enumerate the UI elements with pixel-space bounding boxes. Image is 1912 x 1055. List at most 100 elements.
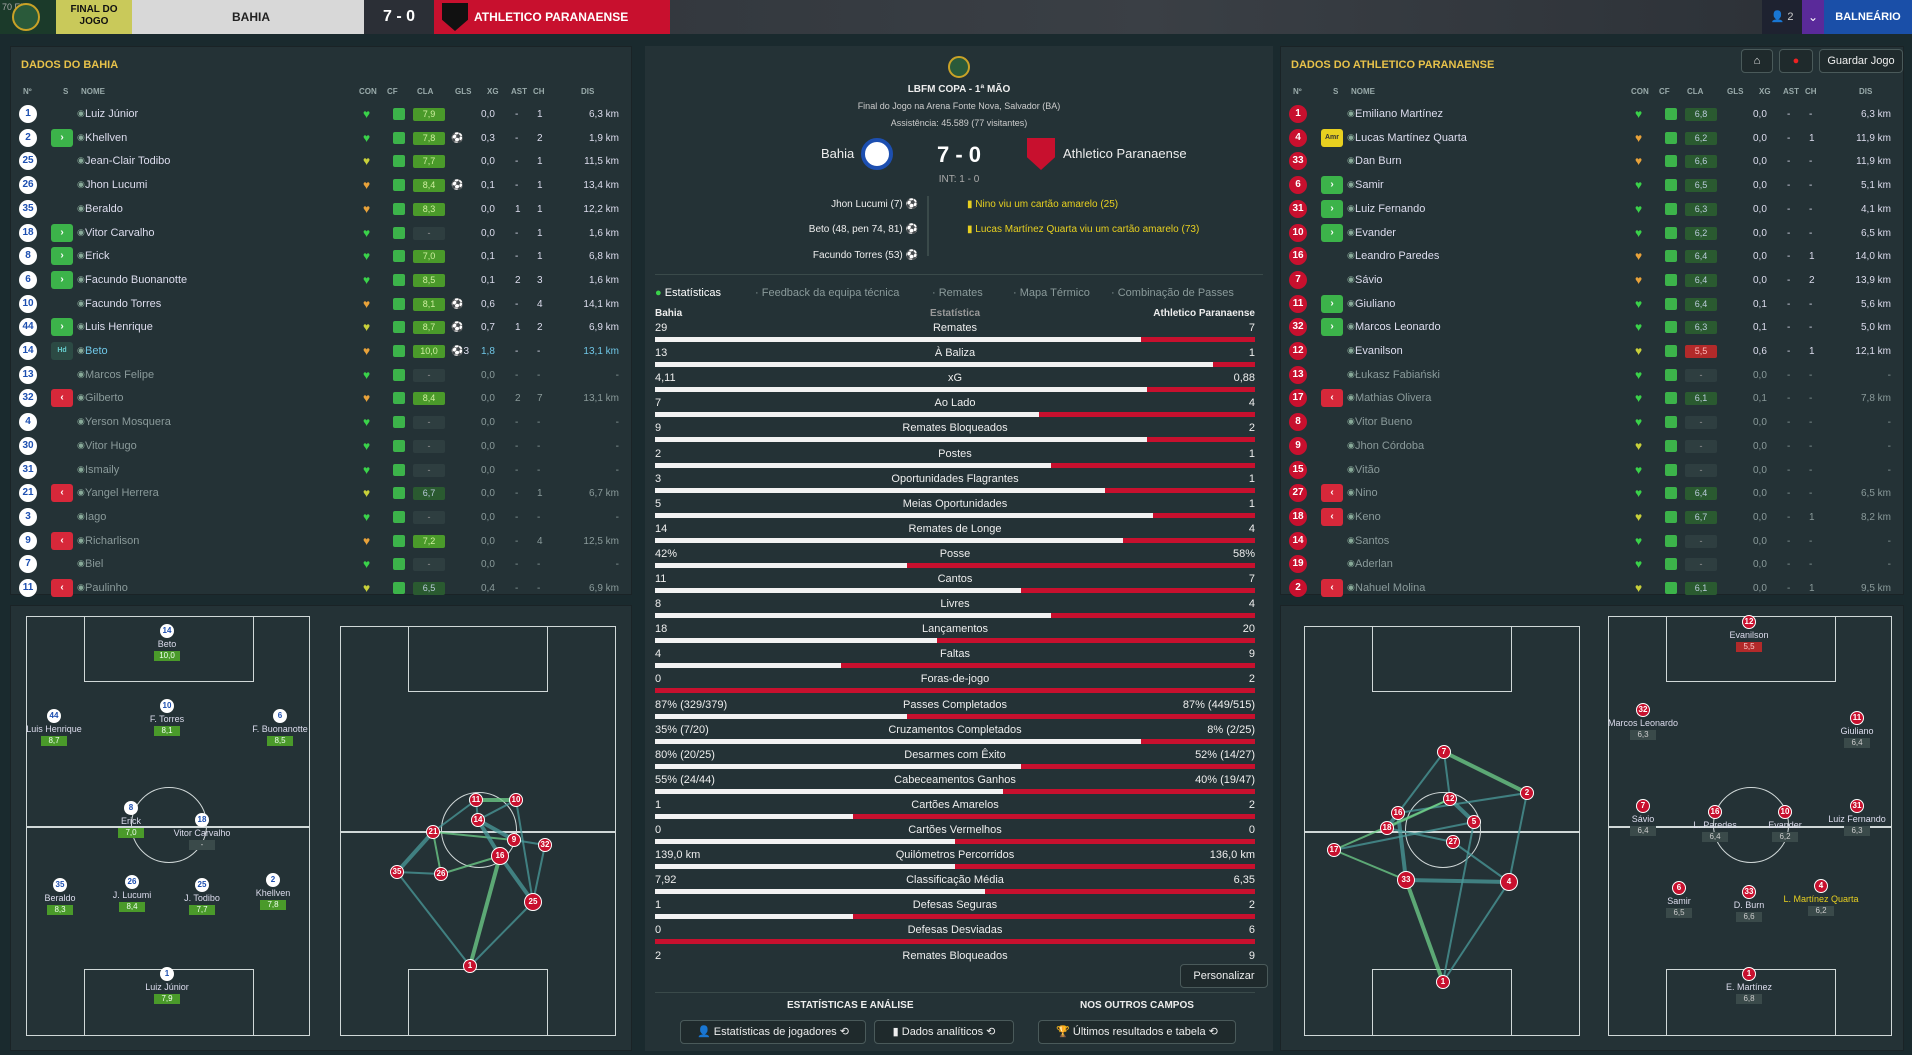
pass-network-node[interactable]: 26: [434, 867, 448, 881]
player-row[interactable]: 27 ‹ ◉ Nino ♥ 6,4 0,0 - - 6,5 km: [1281, 482, 1903, 506]
player-row[interactable]: 31 › ◉ Luiz Fernando ♥ 6,3 0,0 - - 4,1 km: [1281, 198, 1903, 222]
pass-network-node[interactable]: 1: [463, 959, 477, 973]
player-name[interactable]: Lucas Martínez Quarta: [1355, 131, 1467, 144]
col-header-condition[interactable]: CON: [1631, 87, 1649, 96]
save-game-button[interactable]: Guardar Jogo: [1819, 49, 1903, 73]
col-header-name[interactable]: NOME: [1351, 87, 1375, 96]
latest-results-button[interactable]: 🏆 Últimos resultados e tabela ⟲: [1038, 1020, 1236, 1044]
player-name[interactable]: Keno: [1355, 510, 1381, 523]
player-row[interactable]: 26 ◉ Jhon Lucumi ♥ 8,4 ⚽ 0,1 - 1 13,4 km: [11, 174, 631, 198]
tab-mapa-termico[interactable]: · Mapa Térmico: [1013, 287, 1090, 299]
pass-network-node[interactable]: 9: [507, 833, 521, 847]
chevron-down-icon[interactable]: ⌄: [1802, 0, 1824, 34]
lineup-player-token[interactable]: 11: [1850, 711, 1864, 725]
subs-counter[interactable]: 👤 2: [1762, 0, 1802, 34]
player-name[interactable]: Yangel Herrera: [85, 487, 159, 500]
pass-network-node[interactable]: 32: [538, 838, 552, 852]
player-name[interactable]: Paulinho: [85, 582, 128, 594]
col-header-assists[interactable]: AST: [511, 87, 527, 96]
player-row[interactable]: 13 ◉ Marcos Felipe ♥ - 0,0 - - -: [11, 364, 631, 388]
player-name[interactable]: Beto: [85, 345, 108, 357]
home-icon[interactable]: ⌂: [1741, 49, 1773, 73]
away-team-banner[interactable]: ATHLETICO PARANAENSE: [434, 0, 670, 34]
player-row[interactable]: 25 ◉ Jean-Clair Todibo ♥ 7,7 0,0 - 1 11,5 km: [11, 150, 631, 174]
pass-network-node[interactable]: 16: [491, 847, 509, 865]
player-row[interactable]: 10 ◉ Facundo Torres ♥ 8,1 ⚽ 0,6 - 4 14,1 km: [11, 293, 631, 317]
pass-network-node[interactable]: 1: [1436, 975, 1450, 989]
player-name[interactable]: Vitor Carvalho: [85, 226, 155, 239]
player-row[interactable]: 18 › ◉ Vitor Carvalho ♥ - 0,0 - 1 1,6 km: [11, 222, 631, 246]
col-header-ch[interactable]: CH: [533, 87, 545, 96]
player-name[interactable]: Khellven: [85, 131, 128, 144]
pass-network-node[interactable]: 7: [1437, 745, 1451, 759]
pass-network-node[interactable]: 14: [471, 813, 485, 827]
player-name[interactable]: Santos: [1355, 534, 1390, 547]
balneario-button[interactable]: BALNEÁRIO: [1824, 0, 1912, 34]
player-name[interactable]: Facundo Buonanotte: [85, 273, 188, 286]
player-row[interactable]: 7 ◉ Biel ♥ - 0,0 - - -: [11, 553, 631, 577]
lineup-player-token[interactable]: 18: [195, 813, 209, 827]
pitch-view-icon[interactable]: ●: [1779, 49, 1813, 73]
lineup-player-token[interactable]: 25: [195, 878, 209, 892]
player-name[interactable]: Samir: [1355, 179, 1384, 192]
player-name[interactable]: Facundo Torres: [85, 297, 162, 310]
player-name[interactable]: Richarlison: [85, 534, 140, 547]
col-header-distance[interactable]: DIS: [581, 87, 595, 96]
col-header-rating[interactable]: CLA: [417, 87, 434, 96]
player-name[interactable]: Marcos Leonardo: [1355, 321, 1441, 334]
player-name[interactable]: Dan Burn: [1355, 155, 1402, 168]
home-team-label[interactable]: Bahia: [821, 146, 855, 161]
player-row[interactable]: 14 Hd ◉ Beto ♥ 10,0 ⚽3 1,8 - - 13,1 km: [11, 340, 631, 364]
player-stats-button[interactable]: 👤 Estatísticas de jogadores ⟲: [680, 1020, 866, 1044]
player-row[interactable]: 18 ‹ ◉ Keno ♥ 6,7 0,0 - 1 8,2 km: [1281, 506, 1903, 530]
player-row[interactable]: 3 ◉ Iago ♥ - 0,0 - - -: [11, 506, 631, 530]
away-team-label[interactable]: Athletico Paranaense: [1063, 146, 1187, 161]
tab-remates[interactable]: · Remates: [932, 287, 983, 299]
player-row[interactable]: 19 ◉ Aderlan ♥ - 0,0 - - -: [1281, 553, 1903, 577]
col-header-sub[interactable]: S: [63, 87, 69, 96]
player-name[interactable]: Nahuel Molina: [1355, 582, 1426, 594]
pass-network-node[interactable]: 5: [1467, 815, 1481, 829]
player-name[interactable]: Aderlan: [1355, 558, 1393, 571]
col-header-xg[interactable]: XG: [487, 87, 499, 96]
player-row[interactable]: 31 ◉ Ismaily ♥ - 0,0 - - -: [11, 459, 631, 483]
player-name[interactable]: Emiliano Martínez: [1355, 108, 1444, 120]
customize-button[interactable]: Personalizar: [1180, 964, 1268, 988]
tab-feedback[interactable]: · Feedback da equipa técnica: [755, 287, 900, 299]
lineup-player-token[interactable]: 26: [125, 875, 139, 889]
lineup-player-token[interactable]: 2: [266, 873, 280, 887]
player-name[interactable]: Leandro Paredes: [1355, 250, 1440, 263]
player-name[interactable]: Yerson Mosquera: [85, 416, 171, 429]
player-name[interactable]: Vitor Bueno: [1355, 416, 1413, 429]
player-row[interactable]: 9 ◉ Jhon Córdoba ♥ - 0,0 - - -: [1281, 435, 1903, 459]
lineup-player-token[interactable]: 14: [160, 624, 174, 638]
lineup-player-token[interactable]: 10: [160, 699, 174, 713]
lineup-player-token[interactable]: 16: [1708, 805, 1722, 819]
pass-network-node[interactable]: 16: [1391, 806, 1405, 820]
player-row[interactable]: 14 ◉ Santos ♥ - 0,0 - - -: [1281, 530, 1903, 554]
lineup-player-token[interactable]: 6: [273, 709, 287, 723]
player-row[interactable]: 2 › ◉ Khellven ♥ 7,8 ⚽ 0,3 - 2 1,9 km: [11, 127, 631, 151]
player-name[interactable]: Jhon Lucumi: [85, 179, 148, 192]
col-header-distance[interactable]: DIS: [1859, 87, 1873, 96]
player-row[interactable]: 2 ‹ ◉ Nahuel Molina ♥ 6,1 0,0 - 1 9,5 km: [1281, 577, 1903, 601]
player-row[interactable]: 7 ◉ Sávio ♥ 6,4 0,0 - 2 13,9 km: [1281, 269, 1903, 293]
player-row[interactable]: 4 ◉ Yerson Mosquera ♥ - 0,0 - - -: [11, 411, 631, 435]
player-name[interactable]: Evander: [1355, 226, 1396, 239]
player-name[interactable]: Erick: [85, 250, 110, 263]
player-row[interactable]: 8 ◉ Vitor Bueno ♥ - 0,0 - - -: [1281, 411, 1903, 435]
player-row[interactable]: 1 ◉ Emiliano Martínez ♥ 6,8 0,0 - - 6,3 km: [1281, 103, 1903, 127]
col-header-assists[interactable]: AST: [1783, 87, 1799, 96]
col-header-rating[interactable]: CLA: [1687, 87, 1704, 96]
pass-network-node[interactable]: 12: [1443, 792, 1457, 806]
lineup-player-token[interactable]: 31: [1850, 799, 1864, 813]
lineup-player-token[interactable]: 7: [1636, 799, 1650, 813]
player-name[interactable]: Vitor Hugo: [85, 439, 137, 452]
col-header-cf[interactable]: CF: [387, 87, 398, 96]
pass-network-node[interactable]: 10: [509, 793, 523, 807]
pass-network-node[interactable]: 17: [1327, 843, 1341, 857]
player-row[interactable]: 32 › ◉ Marcos Leonardo ♥ 6,3 0,1 - - 5,0 km: [1281, 316, 1903, 340]
lineup-player-token[interactable]: 6: [1672, 881, 1686, 895]
col-header-goals[interactable]: GLS: [1727, 87, 1744, 96]
pass-network-node[interactable]: 18: [1380, 821, 1394, 835]
